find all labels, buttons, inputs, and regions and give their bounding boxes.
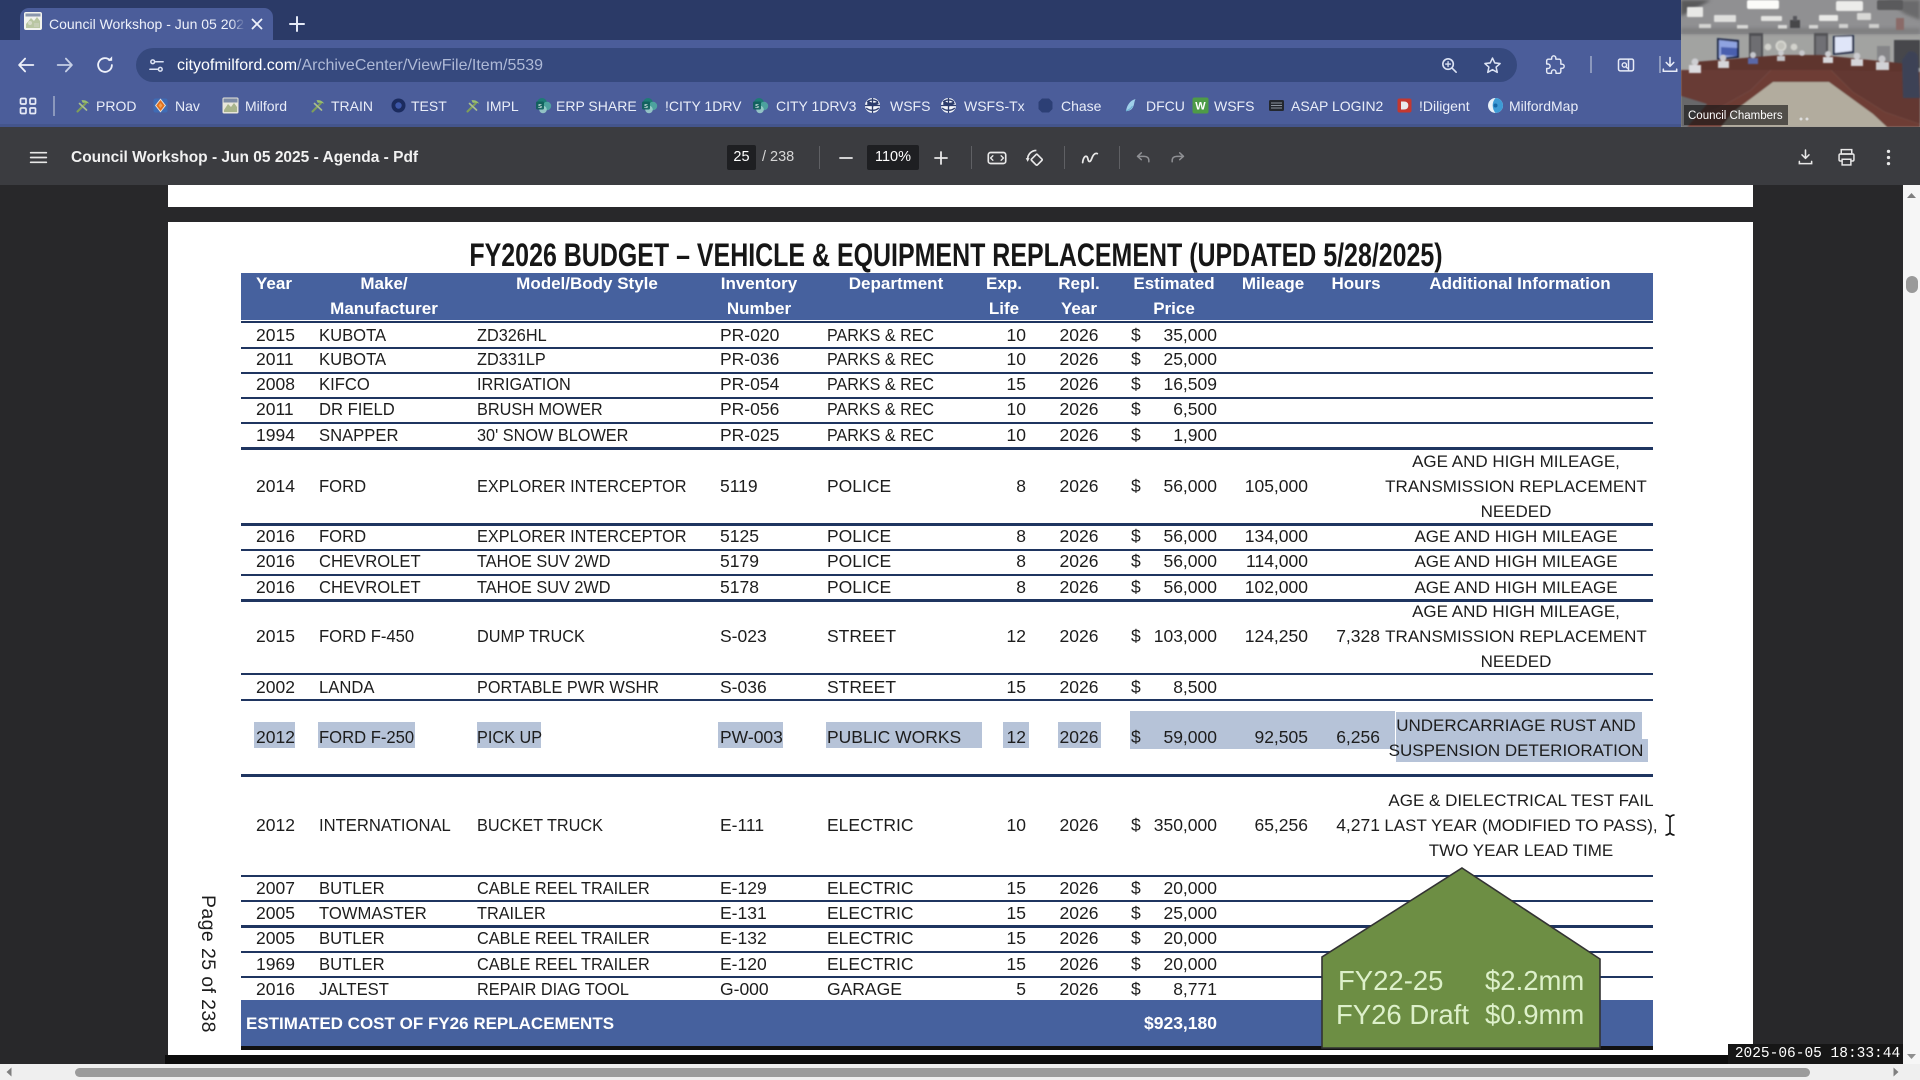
svg-text:Council Chambers: Council Chambers: [1688, 110, 1783, 122]
svg-text:$2.2mm: $2.2mm: [1485, 965, 1584, 996]
svg-text:s: s: [755, 101, 759, 110]
svg-text:s: s: [538, 101, 542, 110]
svg-text:s: s: [644, 101, 648, 110]
svg-text:$0.9mm: $0.9mm: [1485, 999, 1584, 1030]
svg-text:FY26 Draft: FY26 Draft: [1336, 999, 1469, 1030]
svg-text:FY22-25: FY22-25: [1338, 965, 1443, 996]
svg-text:W: W: [1195, 101, 1206, 113]
